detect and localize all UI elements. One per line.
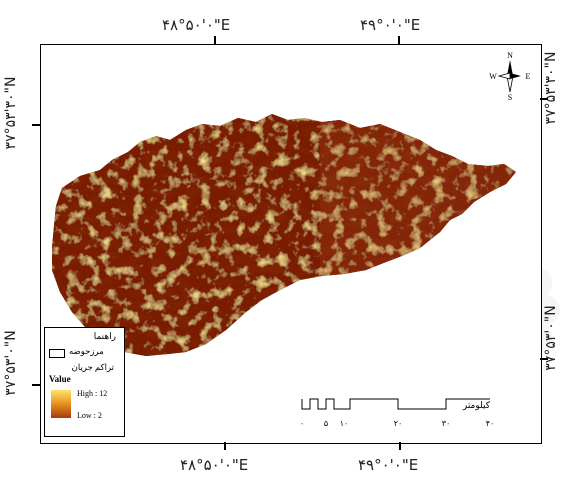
east-label: E	[526, 72, 531, 81]
legend-boundary-label: مرزحوضه	[69, 346, 104, 356]
legend-title: راهنما	[93, 331, 116, 341]
coord-bottom-right: ۴۹°۰'۰"E	[358, 456, 419, 474]
legend-flow-title: تراکم جریان	[71, 362, 114, 372]
legend-boundary-swatch	[49, 349, 65, 358]
scale-tick-20: ۲۰	[394, 419, 403, 428]
scale-tick-40: ۴۰	[486, 419, 495, 428]
scale-tick-5: ۵	[324, 419, 328, 428]
north-arrow-icon: N S W E	[489, 51, 531, 102]
legend-low-label: Low : 2	[77, 411, 102, 420]
scale-unit-label: کیلومتر	[462, 401, 491, 411]
tick-left-lower	[32, 384, 40, 386]
west-label: W	[489, 72, 497, 81]
legend: راهنما مرزحوضه تراکم جریان Value High : …	[44, 327, 125, 437]
scale-tick-10: ۱۰	[340, 419, 349, 428]
scale-tick-30: ۳۰	[442, 419, 451, 428]
tick-right-lower	[540, 358, 548, 360]
legend-color-ramp	[51, 390, 71, 418]
coord-top-left: ۴۸°۵۰'۰"E	[162, 16, 231, 34]
tick-top-right	[398, 36, 400, 44]
legend-high-label: High : 12	[77, 389, 108, 398]
tick-left-upper	[32, 124, 40, 126]
north-label: N	[507, 51, 513, 60]
coord-top-right: ۴۹°۰'۰"E	[360, 16, 421, 34]
coord-bottom-left: ۴۸°۵۰'۰"E	[180, 456, 249, 474]
south-label: S	[508, 93, 512, 102]
scale-bar: کیلومتر ۰ ۵ ۱۰ ۲۰ ۳۰ ۴۰	[300, 398, 495, 428]
tick-bottom-right	[399, 442, 401, 450]
tick-bottom-left	[224, 442, 226, 450]
legend-value-label: Value	[49, 374, 71, 384]
tick-right-upper	[540, 98, 548, 100]
scale-tick-0: ۰	[300, 419, 304, 428]
tick-top-left	[214, 36, 216, 44]
